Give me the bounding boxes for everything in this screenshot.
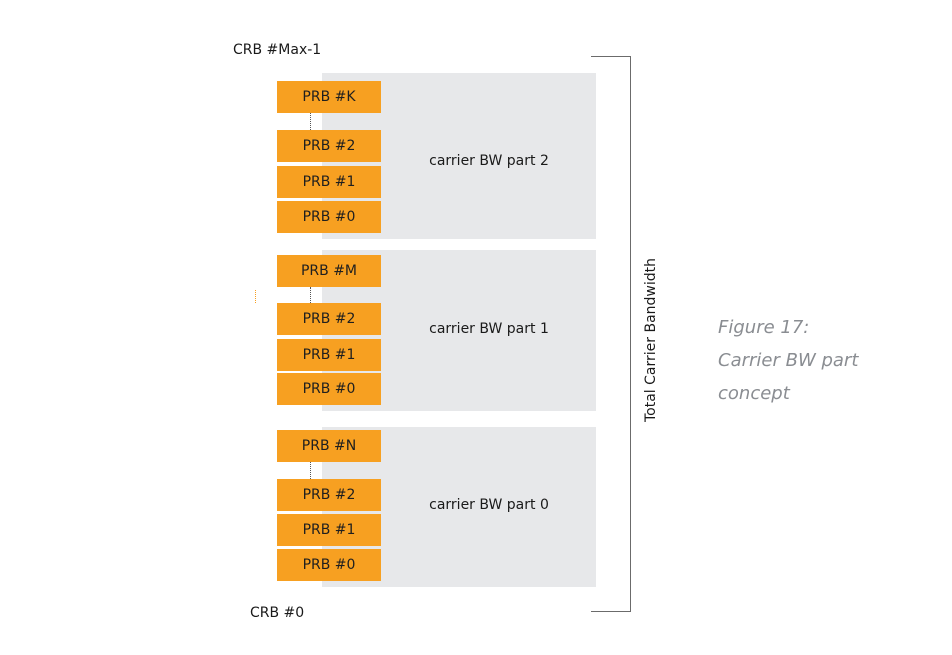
prb-block: PRB #1 xyxy=(277,514,381,546)
prb-block: PRB #K xyxy=(277,81,381,113)
ellipsis-dots xyxy=(310,113,311,130)
crb-max-label: CRB #Max-1 xyxy=(233,42,322,58)
crb-zero-label: CRB #0 xyxy=(250,605,305,621)
ellipsis-dots xyxy=(310,287,311,303)
caption-line-2: Carrier BW part xyxy=(718,350,859,371)
prb-block: PRB #2 xyxy=(277,303,381,335)
prb-block: PRB #N xyxy=(277,430,381,462)
prb-block: PRB #1 xyxy=(277,166,381,198)
ellipsis-dots xyxy=(310,462,311,479)
orange-dotted-mark xyxy=(255,290,256,303)
figure-caption: Figure 17: Carrier BW part concept xyxy=(718,311,858,410)
part-1-label: carrier BW part 1 xyxy=(429,321,549,337)
caption-line-3: concept xyxy=(718,383,790,404)
total-carrier-bandwidth-label: Total Carrier Bandwidth xyxy=(643,257,659,423)
part-2-label: carrier BW part 2 xyxy=(429,153,549,169)
prb-block: PRB #2 xyxy=(277,479,381,511)
prb-block: PRB #M xyxy=(277,255,381,287)
prb-block: PRB #0 xyxy=(277,373,381,405)
total-bandwidth-bracket xyxy=(591,56,631,612)
prb-block: PRB #0 xyxy=(277,201,381,233)
prb-block: PRB #1 xyxy=(277,339,381,371)
prb-block: PRB #2 xyxy=(277,130,381,162)
part-0-label: carrier BW part 0 xyxy=(429,497,549,513)
prb-block: PRB #0 xyxy=(277,549,381,581)
caption-line-1: Figure 17: xyxy=(718,317,810,338)
